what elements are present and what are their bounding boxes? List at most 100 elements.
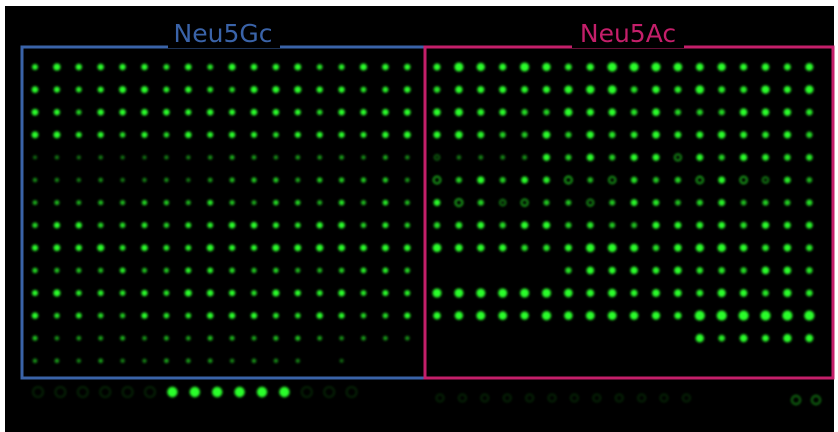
fluorescent-spot [762, 199, 769, 206]
fluorescent-spot [383, 335, 388, 341]
spot-grid [31, 62, 821, 405]
fluorescent-spot [404, 86, 411, 93]
fluorescent-spot [592, 393, 602, 403]
fluorescent-spot [98, 358, 103, 364]
fluorescent-spot [804, 310, 815, 321]
fluorescent-spot [119, 290, 126, 296]
fluorescent-spot [141, 63, 148, 71]
fluorescent-spot [806, 177, 813, 183]
neu5gc-label-backdrop [168, 18, 280, 48]
fluorescent-spot [739, 289, 748, 297]
fluorescent-spot [185, 131, 192, 139]
fluorescent-spot [76, 200, 82, 206]
fluorescent-spot [502, 393, 512, 403]
fluorescent-spot [521, 109, 528, 116]
fluorescent-spot [98, 335, 104, 341]
fluorescent-spot [229, 335, 235, 341]
fluorescent-spot [520, 62, 530, 72]
fluorescent-spot [163, 132, 170, 138]
fluorescent-spot [783, 108, 792, 116]
fluorescent-spot [120, 335, 126, 341]
fluorescent-spot [316, 244, 324, 252]
fluorescent-spot [251, 155, 257, 160]
fluorescent-spot [454, 62, 464, 72]
neu5ac-label: Neu5Ac [580, 19, 676, 48]
fluorescent-spot [432, 243, 442, 253]
fluorescent-spot [97, 290, 104, 296]
fluorescent-spot [695, 176, 704, 184]
fluorescent-spot [674, 153, 682, 162]
fluorescent-spot [762, 131, 769, 139]
fluorescent-spot [433, 108, 441, 116]
fluorescent-spot [455, 221, 463, 229]
fluorescent-spot [206, 244, 214, 252]
fluorescent-spot [740, 63, 748, 71]
fluorescent-spot [783, 244, 792, 252]
fluorescent-spot [207, 86, 214, 93]
fluorescent-spot [740, 222, 747, 229]
fluorescent-spot [630, 199, 638, 207]
fluorescent-spot [521, 131, 528, 138]
fluorescent-spot [142, 335, 147, 341]
fluorescent-spot [403, 108, 411, 116]
fluorescent-spot [53, 131, 61, 139]
fluorescent-spot [404, 222, 410, 228]
fluorescent-spot [542, 221, 551, 229]
fluorescent-spot [382, 86, 389, 93]
fluorescent-spot [454, 311, 464, 320]
fluorescent-spot [141, 222, 148, 229]
fluorescent-spot [228, 312, 236, 319]
fluorescent-spot [360, 312, 367, 319]
fluorescent-spot [586, 63, 594, 71]
fluorescent-spot [382, 131, 389, 139]
fluorescent-spot [228, 63, 236, 71]
fluorescent-spot [338, 131, 345, 138]
fluorescent-spot [119, 267, 126, 274]
fluorescent-spot [740, 199, 747, 206]
fluorescent-spot [405, 155, 410, 160]
fluorescent-spot [542, 153, 551, 161]
fluorescent-spot [185, 200, 191, 206]
fluorescent-spot [432, 288, 442, 298]
fluorescent-spot [316, 64, 323, 70]
fluorescent-spot [783, 334, 792, 343]
fluorescent-spot [361, 200, 366, 206]
fluorescent-spot [77, 386, 89, 398]
fluorescent-spot [455, 244, 463, 252]
fluorescent-spot [272, 86, 280, 94]
fluorescent-spot [207, 64, 214, 70]
fluorescent-spot [338, 267, 345, 274]
fluorescent-spot [805, 63, 814, 71]
fluorescent-spot [273, 358, 279, 363]
fluorescent-spot [317, 155, 322, 160]
fluorescent-spot [762, 244, 769, 252]
fluorescent-spot [338, 108, 345, 116]
fluorescent-spot [360, 244, 367, 252]
fluorescent-spot [250, 86, 258, 94]
fluorescent-spot [273, 267, 279, 274]
fluorescent-spot [784, 154, 791, 161]
fluorescent-spot [99, 386, 111, 398]
fluorescent-spot [53, 86, 60, 93]
fluorescent-spot [783, 288, 792, 298]
fluorescent-spot [762, 176, 769, 184]
fluorescent-spot [805, 244, 813, 252]
fluorescent-spot [586, 108, 594, 116]
fluorescent-spot [360, 86, 367, 93]
fluorescent-spot [499, 222, 506, 229]
fluorescent-spot [163, 108, 170, 116]
fluorescent-spot [229, 200, 235, 206]
fluorescent-spot [119, 132, 126, 138]
fluorescent-spot [256, 386, 268, 398]
fluorescent-spot [762, 153, 769, 161]
fluorescent-spot [718, 154, 725, 161]
fluorescent-spot [607, 311, 617, 320]
fluorescent-spot [97, 312, 104, 319]
fluorescent-spot [608, 176, 617, 184]
fluorescent-spot [339, 155, 344, 160]
fluorescent-spot [404, 312, 411, 319]
fluorescent-spot [586, 243, 595, 253]
fluorescent-spot [522, 154, 528, 160]
fluorescent-spot [273, 131, 279, 138]
neu5ac-label-backdrop [572, 18, 684, 48]
